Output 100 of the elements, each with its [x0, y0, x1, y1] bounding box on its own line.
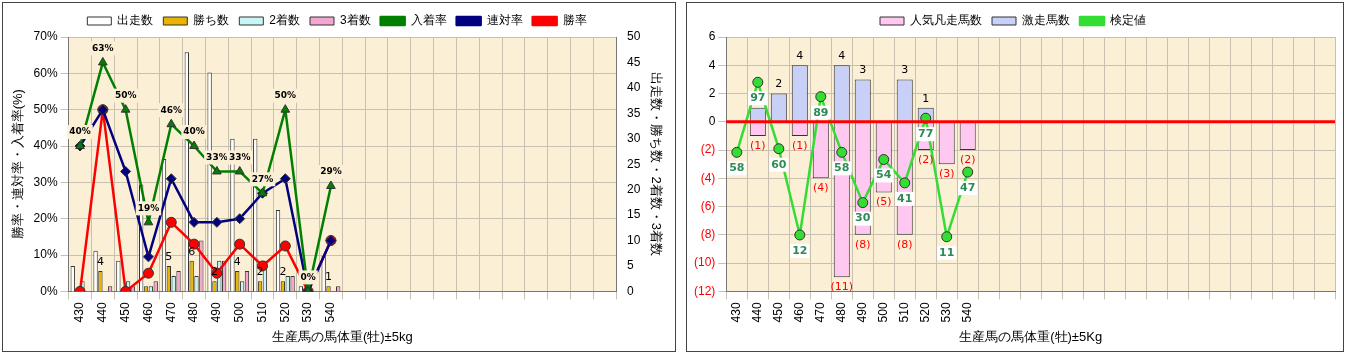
data-label: 6	[188, 244, 196, 258]
y-tick-label: 0	[708, 114, 716, 129]
data-label: (1)	[750, 138, 766, 152]
y-tick-label: 40%	[33, 138, 58, 153]
y2-axis-title: 出走数・勝ち数・2着数・3着数	[648, 72, 664, 256]
data-label: (3)	[938, 167, 955, 181]
data-label: 3	[859, 63, 867, 77]
x-tick-label: 430	[729, 302, 744, 323]
data-label: 97	[750, 91, 766, 105]
x-tick-label: 520	[277, 302, 292, 323]
legend-label: 勝率	[562, 13, 587, 28]
x-tick-label: 490	[209, 302, 224, 323]
data-label: 33%	[206, 151, 228, 162]
data-label: (1)	[792, 138, 808, 152]
y2-tick-label: 35	[627, 105, 641, 120]
x-tick-label: 510	[254, 302, 269, 323]
legend-label: 3着数	[340, 13, 371, 28]
x-tick-label: 480	[186, 302, 201, 323]
x-tick-label: 430	[72, 302, 87, 323]
y-tick-label: 10%	[33, 247, 58, 262]
y2-tick-label: 50	[627, 29, 641, 44]
data-label: 89	[813, 105, 829, 119]
data-label: (5)	[875, 195, 892, 209]
legend-label: 2着数	[269, 13, 301, 28]
y-tick-label: (4)	[700, 170, 716, 185]
x-tick-label: 520	[918, 302, 933, 323]
data-label: 50%	[114, 90, 137, 101]
x-tick-label: 530	[300, 302, 315, 323]
legend-label: 検定値	[1110, 13, 1146, 28]
data-label: 58	[834, 161, 850, 175]
data-label: 33%	[228, 151, 251, 162]
y2-tick-label: 5	[627, 258, 635, 273]
data-label: 58	[729, 161, 745, 175]
data-label: 54	[876, 168, 892, 182]
legend-label: 激走馬数	[1022, 13, 1070, 28]
x-tick-label: 540	[960, 302, 975, 323]
y-tick-label: 6	[708, 29, 716, 44]
data-label: 12	[792, 243, 808, 257]
x-axis-title: 生産馬の馬体重(牡)±5kg	[271, 328, 413, 344]
y-tick-label: 4	[708, 57, 716, 72]
y-tick-label: (2)	[700, 142, 716, 157]
data-label: 4	[796, 49, 804, 63]
x-tick-label: 440	[95, 302, 110, 323]
x-tick-label: 450	[117, 302, 132, 323]
data-label: 41	[897, 191, 913, 205]
y2-tick-label: 25	[627, 156, 641, 171]
data-label: 19%	[137, 202, 160, 213]
y-tick-label: 0%	[40, 283, 58, 298]
x-tick-label: 480	[834, 302, 849, 323]
data-label: 1	[922, 91, 930, 105]
data-label: 50%	[274, 90, 297, 101]
x-tick-label: 530	[939, 302, 954, 323]
y-tick-label: (10)	[694, 255, 716, 270]
y-tick-label: 60%	[33, 65, 58, 80]
data-label: 0%	[300, 271, 316, 282]
x-tick-label: 440	[750, 302, 765, 323]
data-label: 40%	[183, 126, 205, 137]
data-label: 27%	[251, 173, 274, 184]
legend-label: 勝ち数	[193, 13, 230, 28]
data-label: 3	[901, 63, 909, 77]
data-label: (8)	[896, 237, 913, 251]
y-tick-label: (12)	[694, 283, 716, 298]
x-tick-label: 500	[232, 302, 246, 323]
data-label: 5	[165, 249, 173, 263]
data-label: 30	[855, 211, 871, 225]
data-label: 4	[838, 49, 846, 63]
y2-tick-label: 45	[627, 54, 641, 69]
x-tick-label: 460	[792, 302, 807, 323]
legend-label: 人気凡走馬数	[910, 13, 982, 28]
data-label: 4	[96, 254, 104, 268]
data-label: 47	[960, 180, 976, 194]
data-label: 2	[775, 77, 783, 91]
data-label: 77	[918, 127, 934, 141]
data-label: 1	[325, 270, 333, 284]
x-tick-label: 490	[855, 302, 870, 323]
y2-tick-label: 20	[627, 181, 641, 196]
x-tick-label: 460	[140, 302, 155, 323]
x-tick-label: 470	[163, 302, 178, 323]
data-label: 46%	[160, 104, 183, 115]
y-tick-label: 50%	[33, 101, 58, 116]
x-tick-label: 510	[897, 302, 912, 323]
data-label: (11)	[830, 280, 854, 294]
data-label: 29%	[320, 166, 342, 177]
y-tick-label: (6)	[700, 198, 716, 213]
data-label: 4	[233, 254, 241, 268]
data-label: 63%	[92, 42, 114, 53]
legend-label: 連対率	[486, 13, 523, 28]
y2-tick-label: 0	[627, 283, 635, 298]
data-label: 11	[939, 245, 955, 259]
data-label: 40%	[69, 126, 91, 137]
y-tick-label: 30%	[33, 174, 58, 189]
data-label: 2	[279, 265, 287, 279]
x-tick-label: 540	[323, 302, 338, 323]
y2-tick-label: 10	[627, 232, 641, 247]
y-axis-title: 勝率・連対率・入着率(%)	[10, 89, 26, 240]
legend-label: 入着率	[410, 13, 447, 28]
legend-label: 出走数	[117, 13, 154, 28]
data-label: (2)	[959, 152, 976, 166]
y2-tick-label: 15	[627, 207, 641, 222]
x-axis-title: 生産馬の馬体重(牡)±5Kg	[959, 328, 1103, 344]
